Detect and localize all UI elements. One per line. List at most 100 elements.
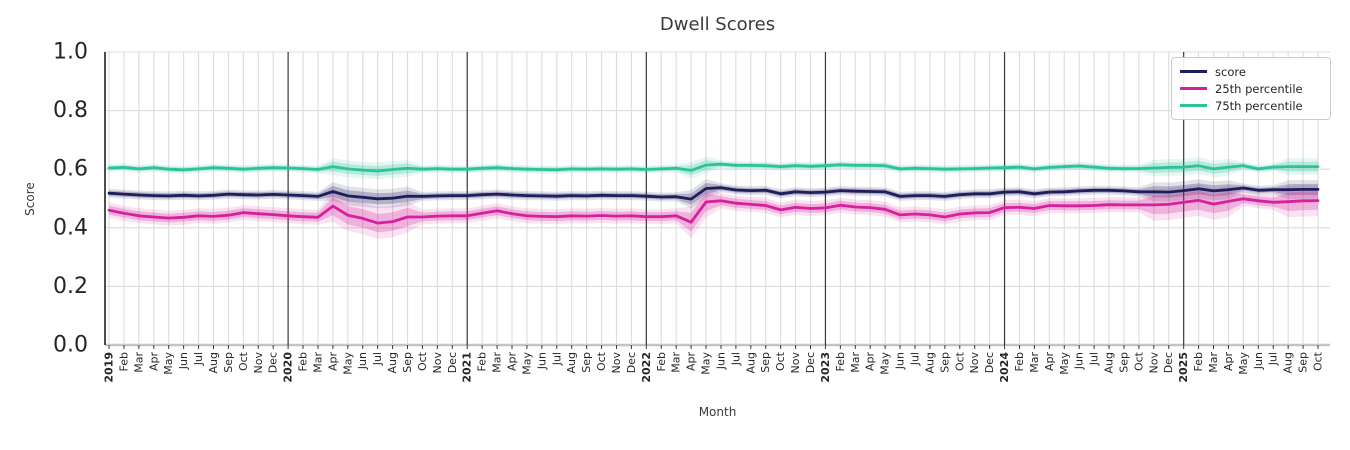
x-tick-label-year: 2019 bbox=[103, 352, 116, 383]
legend-label: 75th percentile bbox=[1215, 98, 1303, 113]
x-tick-label: Oct bbox=[237, 351, 250, 371]
x-tick-label: Mar bbox=[849, 352, 862, 373]
x-tick-label: Sep bbox=[759, 352, 772, 373]
x-tick-label: Jul bbox=[192, 352, 205, 366]
legend-item: 25th percentile bbox=[1180, 80, 1322, 97]
legend-label: score bbox=[1215, 64, 1246, 79]
x-tick-label: Oct bbox=[595, 351, 608, 371]
legend-line-swatch bbox=[1180, 104, 1207, 107]
x-tick-label: Mar bbox=[311, 352, 324, 373]
x-tick-label: Apr bbox=[326, 352, 339, 372]
x-tick-label: Sep bbox=[401, 352, 414, 373]
x-tick-label-year: 2022 bbox=[640, 352, 653, 383]
y-axis-label: Score bbox=[23, 182, 37, 216]
x-tick-label-year: 2024 bbox=[998, 352, 1011, 383]
x-tick-label: Jun bbox=[177, 352, 190, 370]
x-tick-label: Apr bbox=[506, 352, 519, 372]
x-tick-label: Aug bbox=[207, 352, 220, 373]
x-tick-label: Sep bbox=[1117, 352, 1130, 373]
series-band-75th-percentile bbox=[109, 160, 1318, 176]
x-tick-label: Apr bbox=[1043, 352, 1056, 372]
x-tick-label: May bbox=[162, 352, 175, 375]
series-band-outer-25th-percentile bbox=[109, 184, 1318, 239]
x-tick-label-year: 2023 bbox=[819, 352, 832, 383]
x-tick-label: Sep bbox=[1297, 352, 1310, 373]
x-tick-label: Apr bbox=[147, 352, 160, 372]
x-tick-label: May bbox=[1237, 352, 1250, 375]
x-tick-label: May bbox=[520, 352, 533, 375]
series-line-25th-percentile bbox=[107, 197, 1320, 225]
x-tick-label: Jun bbox=[1073, 352, 1086, 370]
x-tick-label: Dec bbox=[267, 352, 280, 373]
x-tick-label: May bbox=[341, 352, 354, 375]
x-tick-label: Feb bbox=[655, 352, 668, 371]
x-tick-label: Nov bbox=[431, 352, 444, 374]
x-tick-label: Oct bbox=[953, 351, 966, 371]
x-tick-label: Jul bbox=[371, 352, 384, 366]
x-tick-label: Nov bbox=[968, 352, 981, 374]
legend-label: 25th percentile bbox=[1215, 81, 1303, 96]
x-tick-label: Feb bbox=[297, 352, 310, 371]
x-tick-label: Jul bbox=[1267, 352, 1280, 366]
chart-title: Dwell Scores bbox=[659, 14, 776, 35]
x-tick-label: Oct bbox=[1312, 351, 1325, 371]
x-tick-label: Jul bbox=[729, 352, 742, 366]
x-tick-label-year: 2025 bbox=[1177, 352, 1190, 383]
x-tick-label: Jun bbox=[894, 352, 907, 370]
series-band-score bbox=[109, 183, 1318, 205]
x-tick-label: Apr bbox=[1222, 352, 1235, 372]
y-tick-label: 0.0 bbox=[53, 333, 88, 358]
series-line-75th-percentile bbox=[107, 162, 1320, 173]
series-band-outer-score bbox=[109, 179, 1318, 209]
x-tick-label: Apr bbox=[864, 352, 877, 372]
x-tick-label: Jul bbox=[909, 352, 922, 366]
x-tick-label: Aug bbox=[386, 352, 399, 373]
x-tick-label: Aug bbox=[923, 352, 936, 373]
x-tick-label: Dec bbox=[1162, 352, 1175, 373]
y-tick-label: 0.2 bbox=[53, 274, 88, 299]
x-tick-label: Sep bbox=[222, 352, 235, 373]
x-tick-label: Oct bbox=[416, 351, 429, 371]
x-tick-label: Dec bbox=[983, 352, 996, 373]
x-tick-label: Jun bbox=[535, 352, 548, 370]
legend: score 25th percentile 75th percentile bbox=[1171, 57, 1331, 120]
x-tick-label: Aug bbox=[565, 352, 578, 373]
x-tick-label: Feb bbox=[1013, 352, 1026, 371]
x-tick-label: Sep bbox=[938, 352, 951, 373]
x-tick-label: Mar bbox=[132, 352, 145, 373]
x-tick-label: Aug bbox=[744, 352, 757, 373]
x-tick-label: Jun bbox=[714, 352, 727, 370]
series-band-25th-percentile bbox=[109, 191, 1318, 233]
x-tick-label: Mar bbox=[1207, 352, 1220, 373]
legend-item: score bbox=[1180, 63, 1322, 80]
x-tick-label: Dec bbox=[625, 352, 638, 373]
x-tick-label: Feb bbox=[476, 352, 489, 371]
legend-line-swatch bbox=[1180, 70, 1207, 73]
x-tick-label: Feb bbox=[834, 352, 847, 371]
series-line-score bbox=[107, 186, 1320, 201]
x-tick-label: Oct bbox=[774, 351, 787, 371]
x-tick-label: May bbox=[879, 352, 892, 375]
x-tick-label: Aug bbox=[1103, 352, 1116, 373]
y-tick-label: 0.6 bbox=[53, 157, 88, 182]
x-tick-label: Mar bbox=[491, 352, 504, 373]
x-tick-label-year: 2021 bbox=[461, 352, 474, 383]
legend-line-swatch bbox=[1180, 87, 1207, 90]
x-tick-label: Jul bbox=[1088, 352, 1101, 366]
legend-item: 75th percentile bbox=[1180, 97, 1322, 114]
x-tick-label: Nov bbox=[610, 352, 623, 374]
x-tick-label: Aug bbox=[1282, 352, 1295, 373]
x-tick-label: Nov bbox=[252, 352, 265, 374]
x-tick-label: Sep bbox=[580, 352, 593, 373]
y-tick-label: 1.0 bbox=[53, 40, 88, 65]
y-tick-label: 0.8 bbox=[53, 98, 88, 123]
x-tick-label: Dec bbox=[804, 352, 817, 373]
x-tick-label: Feb bbox=[117, 352, 130, 371]
x-tick-label: Jun bbox=[356, 352, 369, 370]
x-tick-label: Feb bbox=[1192, 352, 1205, 371]
x-tick-label: May bbox=[1058, 352, 1071, 375]
x-tick-label: Dec bbox=[446, 352, 459, 373]
x-tick-label: Apr bbox=[685, 352, 698, 372]
